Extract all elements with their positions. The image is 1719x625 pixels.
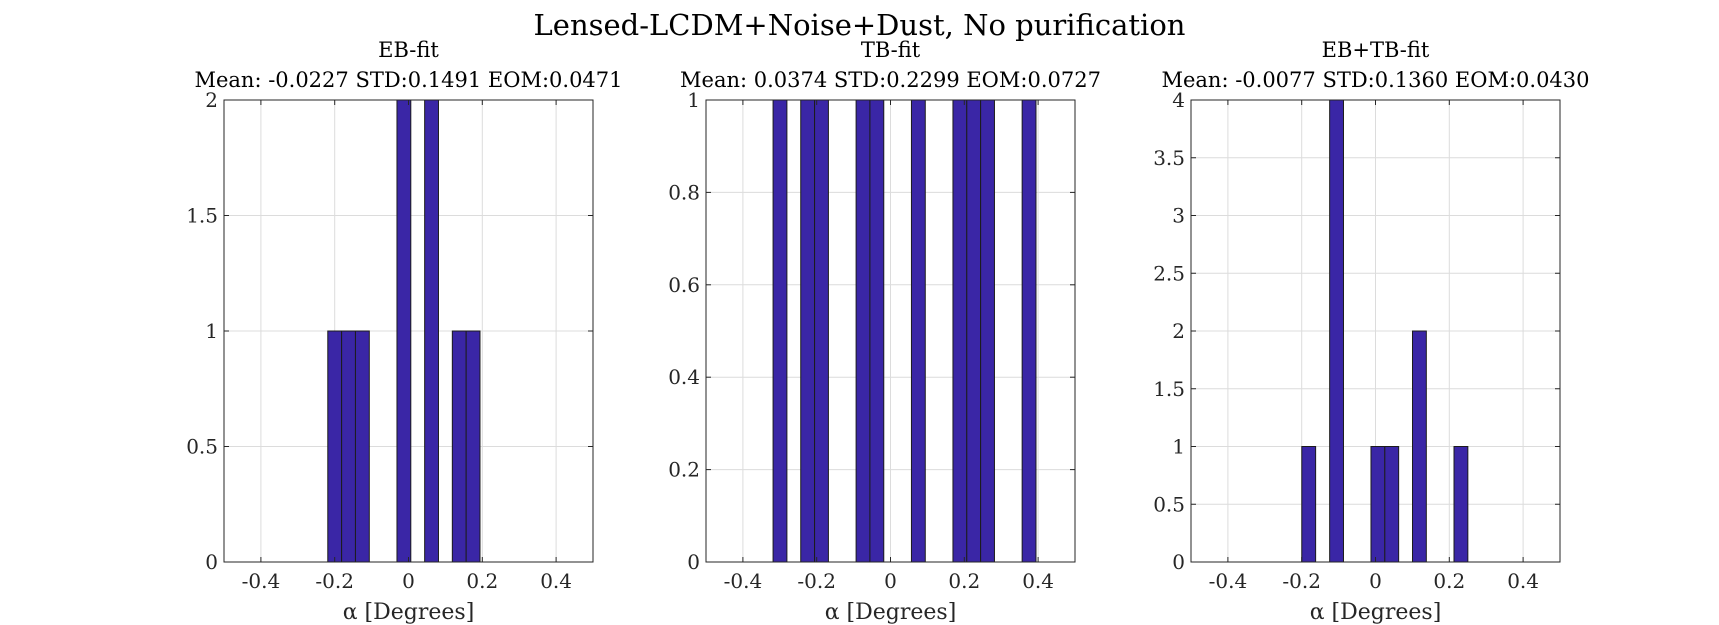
- y-tick-label: 0: [205, 550, 218, 574]
- chart-subtitle: Mean: 0.0374 STD:0.2299 EOM:0.0727: [680, 68, 1101, 92]
- x-axis-label: α [Degrees]: [1310, 600, 1442, 625]
- y-tick-label: 1: [687, 88, 700, 112]
- y-tick-label: 1.5: [186, 204, 218, 228]
- y-tick-label: 1: [205, 319, 218, 343]
- y-tick-label: 2: [205, 88, 218, 112]
- chart-subtitle: Mean: -0.0227 STD:0.1491 EOM:0.0471: [194, 68, 622, 92]
- histogram-bar: [341, 330, 356, 563]
- y-tick-label: 1.5: [1153, 377, 1185, 401]
- histogram-bar: [772, 99, 788, 563]
- chart-panel-3: -0.4 -0.2 0 0.2 0.4 0 0.5 1 1.5 2 2.5 3 3.5 4 EB+TB-fi…: [1153, 38, 1589, 625]
- chart-panel-2: -0.4 -0.2 0 0.2 0.4 0 0.2 0.4 0.6 0.8 1 TB-fit Mean:…: [668, 38, 1101, 625]
- x-tick-label: -0.2: [315, 569, 354, 593]
- y-tick-label: 0.2: [668, 458, 700, 482]
- histogram-bar: [1021, 99, 1037, 563]
- y-tick-label: 1: [1172, 435, 1185, 459]
- figure-suptitle: Lensed-LCDM+Noise+Dust, No purification: [533, 8, 1186, 42]
- histogram-bar: [396, 99, 412, 563]
- histogram-bar: [451, 330, 467, 563]
- y-tick-label: 0.8: [668, 180, 700, 204]
- histogram-bar: [1301, 446, 1317, 563]
- x-tick-label: 0: [884, 569, 897, 593]
- y-tick-label: 0: [1172, 550, 1185, 574]
- x-tick-label: -0.2: [1282, 569, 1321, 593]
- histogram-bar: [1370, 446, 1386, 563]
- histogram-bar: [424, 99, 439, 563]
- x-tick-label: 0.2: [948, 569, 980, 593]
- x-axis-label: α [Degrees]: [825, 600, 957, 625]
- y-tick-label: 2: [1172, 319, 1185, 343]
- histogram-bar: [952, 99, 968, 563]
- y-tick-label: 2.5: [1153, 261, 1185, 285]
- x-tick-label: -0.2: [797, 569, 836, 593]
- chart-subtitle: Mean: -0.0077 STD:0.1360 EOM:0.0430: [1161, 68, 1589, 92]
- y-tick-label: 0: [687, 550, 700, 574]
- chart-title: EB-fit: [378, 38, 439, 62]
- y-tick-label: 0.5: [186, 435, 218, 459]
- x-tick-label: 0.4: [1022, 569, 1054, 593]
- histogram-bar: [1411, 330, 1427, 563]
- y-tick-label: 0.4: [668, 365, 700, 389]
- x-tick-label: 0.2: [1433, 569, 1465, 593]
- histogram-bar: [966, 99, 982, 563]
- x-tick-label: 0.4: [1507, 569, 1539, 593]
- y-tick-label: 3.5: [1153, 146, 1185, 170]
- x-tick-label: 0.2: [466, 569, 498, 593]
- y-tick-label: 3: [1172, 204, 1185, 228]
- x-tick-label: 0: [1369, 569, 1382, 593]
- x-tick-label: -0.4: [242, 569, 281, 593]
- histogram-bar: [980, 99, 995, 563]
- histogram-bar: [800, 99, 816, 563]
- histogram-bar: [354, 330, 370, 563]
- histogram-bar: [1329, 99, 1344, 563]
- histogram-bar: [814, 99, 829, 563]
- x-tick-label: 0.4: [540, 569, 572, 593]
- x-tick-label: -0.4: [1209, 569, 1248, 593]
- histogram-bar: [869, 99, 885, 563]
- chart-title: EB+TB-fit: [1322, 38, 1430, 62]
- chart-title: TB-fit: [861, 38, 921, 62]
- y-tick-label: 0.5: [1153, 492, 1185, 516]
- y-tick-label: 4: [1172, 88, 1185, 112]
- y-tick-label: 0.6: [668, 273, 700, 297]
- histogram-bar: [327, 330, 343, 563]
- histogram-bar: [855, 99, 871, 563]
- x-tick-label: 0: [402, 569, 415, 593]
- histogram-bar: [1453, 446, 1469, 563]
- histogram-bar: [1384, 446, 1400, 563]
- chart-panel-1: -0.4 -0.2 0 0.2 0.4 0 0.5 1 1.5 2 EB-fit Mean: -0.0…: [186, 38, 622, 625]
- x-tick-label: -0.4: [724, 569, 763, 593]
- x-axis-label: α [Degrees]: [343, 600, 475, 625]
- histogram-bar: [910, 99, 926, 563]
- histogram-bar: [465, 330, 481, 563]
